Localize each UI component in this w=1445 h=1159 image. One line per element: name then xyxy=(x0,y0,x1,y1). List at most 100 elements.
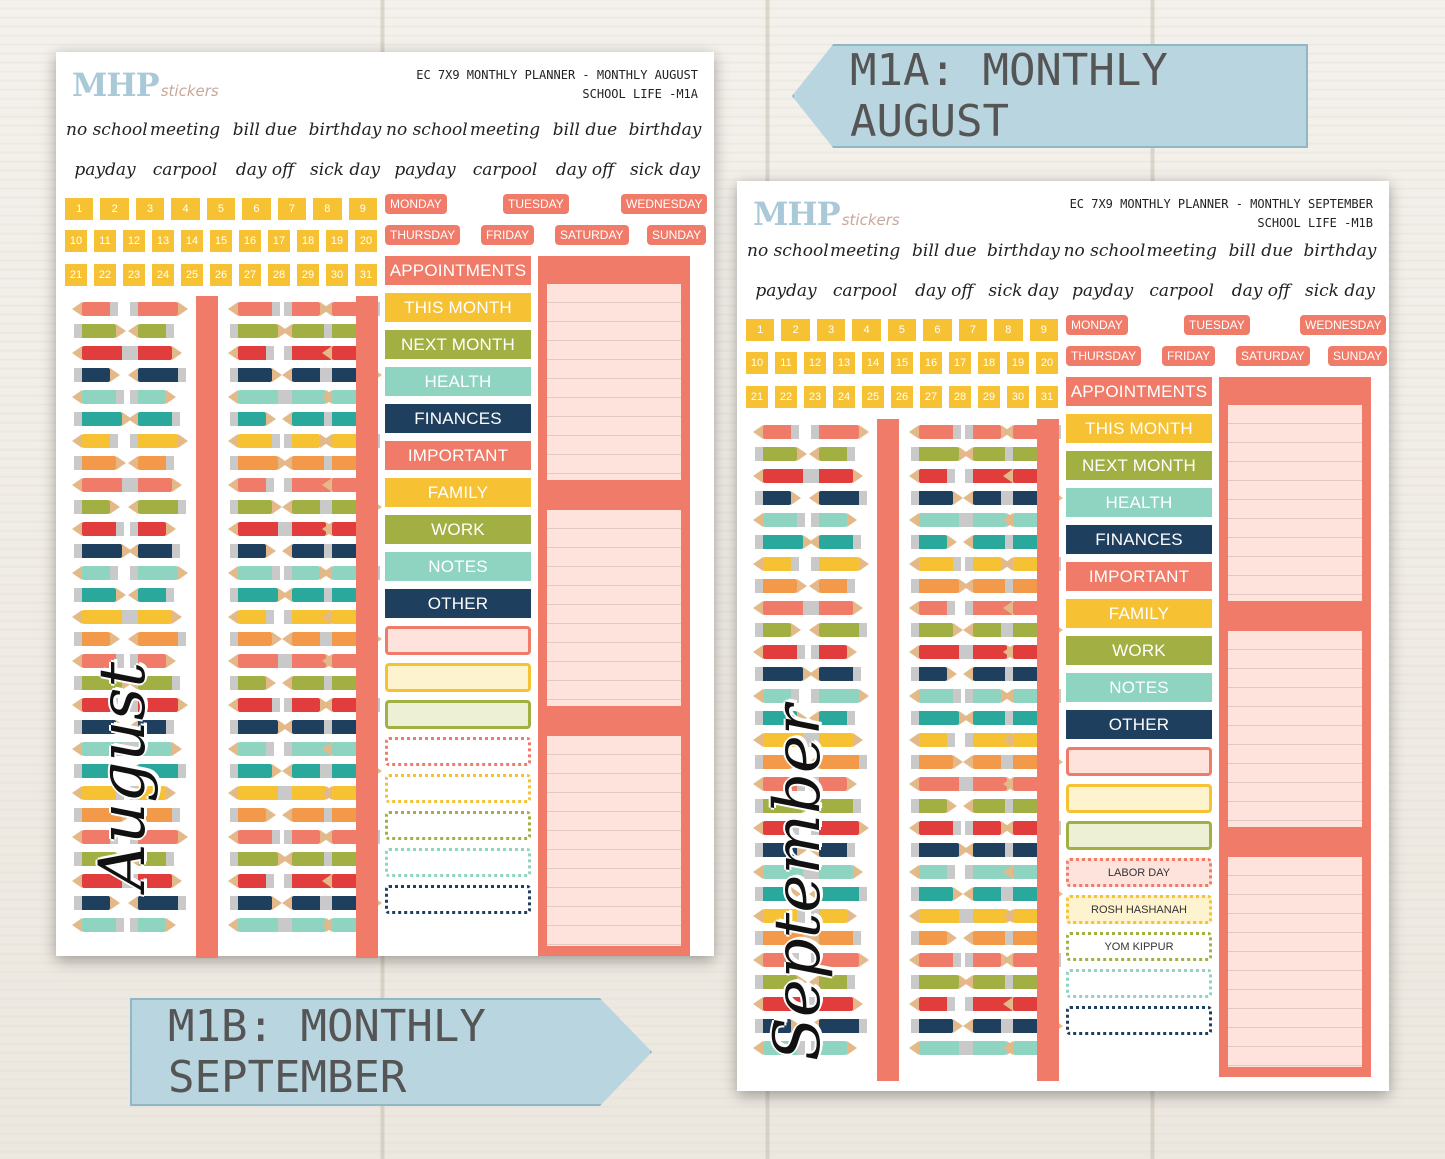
pencil-icon xyxy=(755,887,801,901)
date-number: 29 xyxy=(297,264,319,286)
pencil-icon xyxy=(72,478,130,492)
pencil-icon xyxy=(72,522,124,536)
pencil-icon xyxy=(284,830,330,844)
date-number: 4 xyxy=(852,319,881,341)
date-number: 29 xyxy=(978,386,1000,408)
date-number: 21 xyxy=(65,264,87,286)
pencil-icon xyxy=(228,346,274,360)
pencil-icon xyxy=(284,390,336,404)
pencil-icon xyxy=(74,368,120,382)
label-work: WORK xyxy=(1066,636,1212,665)
pencil-icon xyxy=(130,522,176,536)
pencil-icon xyxy=(809,447,855,461)
date-number: 6 xyxy=(242,198,271,220)
label-work: WORK xyxy=(385,515,531,544)
pencil-icon xyxy=(911,931,957,945)
pencil-icon xyxy=(753,777,805,791)
pencil-icon xyxy=(909,645,967,659)
pencil-icon xyxy=(755,1019,801,1033)
sticker-sheet-september: MHP stickers EC 7X9 MONTHLY PLANNER - MON… xyxy=(737,181,1389,1091)
label-family: FAMILY xyxy=(385,478,531,507)
pencil-icon xyxy=(753,821,799,835)
pencil-icon xyxy=(72,610,130,624)
pencil-icon xyxy=(72,566,118,580)
pencil-icon xyxy=(753,513,805,527)
script-sticker: meeting xyxy=(1146,241,1217,261)
pencil-icon xyxy=(963,755,1009,769)
script-sticker: bill due xyxy=(1228,241,1294,261)
pencil-icon xyxy=(128,368,186,382)
pencil-icon xyxy=(909,513,967,527)
date-number: 30 xyxy=(1007,386,1029,408)
sheet-title-line2: SCHOOL LIFE -M1A xyxy=(582,87,698,101)
pencil-icon xyxy=(1005,447,1051,461)
date-number: 3 xyxy=(816,319,846,341)
pencil-icon xyxy=(755,799,813,813)
pencil-icon xyxy=(130,742,182,756)
script-sticker: birthday xyxy=(308,120,382,140)
pencil-icon xyxy=(965,1041,1017,1055)
pencil-icon xyxy=(74,764,120,778)
pencil-icon xyxy=(909,953,961,967)
date-number: 14 xyxy=(181,230,203,252)
pencil-icon xyxy=(965,557,1011,571)
pencil-icon xyxy=(965,425,1011,439)
notes-panel xyxy=(547,284,681,480)
pencil-icon xyxy=(755,931,813,945)
pencil-icon xyxy=(282,632,328,646)
pencil-icon xyxy=(230,412,276,426)
label-stickers: APPOINTMENTS THIS MONTH NEXT MONTH HEALT… xyxy=(385,256,531,922)
dotted-box-sticker xyxy=(1066,969,1212,998)
weekday-sticker: SUNDAY xyxy=(647,225,707,245)
brand-logo: MHP stickers xyxy=(72,66,219,104)
pencil-icon xyxy=(911,799,957,813)
pencil-icon xyxy=(755,535,813,549)
pencil-icon xyxy=(809,623,867,637)
date-number: 20 xyxy=(355,230,377,252)
pencil-icon xyxy=(284,918,336,932)
script-sticker: birthday xyxy=(986,241,1060,261)
pencil-icon xyxy=(909,557,961,571)
pencil-icon xyxy=(324,456,370,470)
pencil-icon xyxy=(909,821,961,835)
pencil-icon xyxy=(963,1019,1009,1033)
pencil-icon xyxy=(755,975,807,989)
date-numbers-row-1: 1 2 3 4 5 6 7 8 9 xyxy=(746,319,1058,341)
date-number: 15 xyxy=(891,352,913,374)
pencil-icon xyxy=(230,896,282,910)
pencil-icon xyxy=(811,689,869,703)
label-next-month: NEXT MONTH xyxy=(1066,451,1212,480)
label-appointments: APPOINTMENTS xyxy=(1066,377,1212,406)
pencil-icon xyxy=(809,755,867,769)
label-finances: FINANCES xyxy=(385,404,531,433)
pencil-icon xyxy=(72,874,130,888)
pencil-icon xyxy=(284,698,330,712)
blank-box-sticker xyxy=(385,626,531,655)
script-sticker: bill due xyxy=(232,120,298,140)
script-sticker: no school xyxy=(747,241,829,261)
script-stickers-row-2: payday carpool day off sick day payday c… xyxy=(747,281,1379,301)
date-number: 16 xyxy=(920,352,942,374)
pencil-icon xyxy=(753,953,799,967)
date-number: 18 xyxy=(297,230,319,252)
pencil-icon xyxy=(128,896,186,910)
holiday-sticker-rosh-hashanah: ROSH HASHANAH xyxy=(1066,895,1212,924)
script-stickers-row-2: payday carpool day off sick day payday c… xyxy=(66,160,704,180)
pencil-icon xyxy=(72,434,118,448)
holiday-sticker-labor-day: LABOR DAY xyxy=(1066,858,1212,887)
pencil-icon xyxy=(909,1041,967,1055)
date-number: 27 xyxy=(920,386,942,408)
pencil-icon xyxy=(755,491,801,505)
pencil-icon xyxy=(909,601,955,615)
pencil-icon xyxy=(755,667,813,681)
product-tag-m1b: M1B: MONTHLY SEPTEMBER xyxy=(130,998,652,1106)
pencil-icon xyxy=(228,918,286,932)
date-number: 15 xyxy=(210,230,232,252)
blank-box-sticker xyxy=(1066,821,1212,850)
pencil-icon xyxy=(911,623,963,637)
dotted-box-sticker xyxy=(385,737,531,766)
date-number: 9 xyxy=(1029,319,1058,341)
pencil-icon xyxy=(909,777,967,791)
pencil-icon xyxy=(753,733,811,747)
date-number: 20 xyxy=(1036,352,1058,374)
